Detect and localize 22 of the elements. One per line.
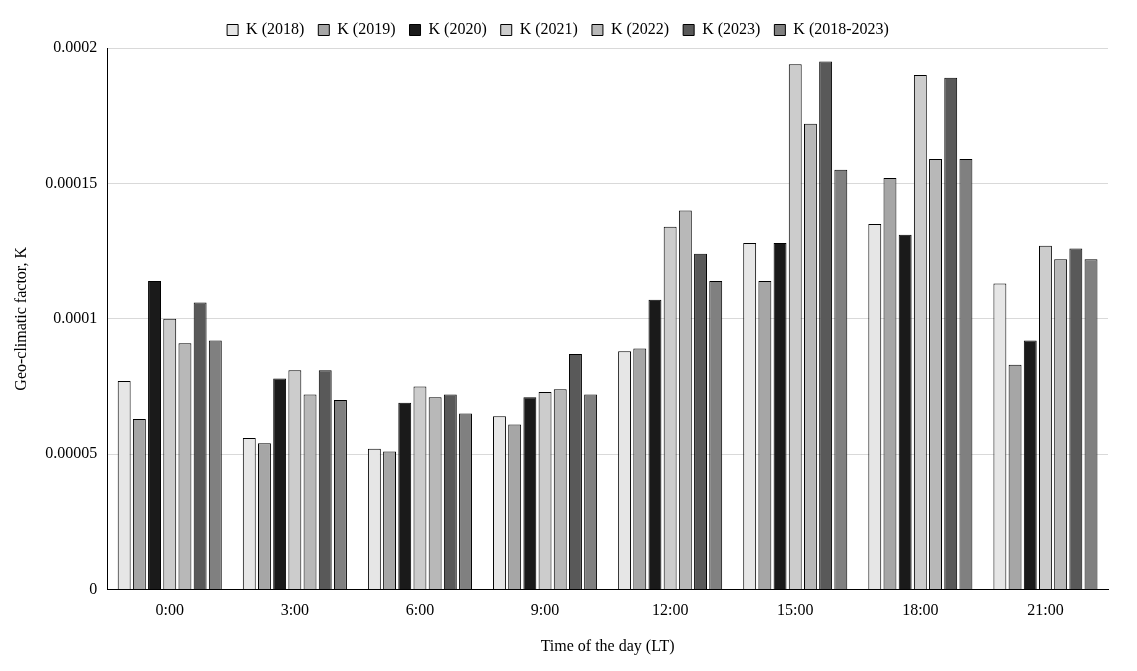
y-tick-label: 0 [89,579,98,597]
x-tick-label: 15:00 [777,601,814,619]
legend-label: K (2021) [519,20,578,39]
legend-label: K (2018-2023) [793,20,889,39]
x-tick-label: 21:00 [1027,601,1064,619]
x-tick-label: 18:00 [902,601,939,619]
y-axis-title: Geo-climatic factor, K [11,246,29,391]
y-tick-label: 0.00015 [45,173,98,191]
x-tick-label: 3:00 [280,601,310,619]
y-tick-label: 0.0002 [53,38,98,56]
legend-label: K (2018) [246,20,305,39]
y-tick-label: 0.0001 [53,309,98,326]
y-tick-label: 0.00005 [45,444,98,462]
x-tick-label: 6:00 [405,601,435,619]
legend-label: K (2019) [337,20,396,39]
x-tick-label: 12:00 [651,601,689,619]
legend-label: K (2020) [428,20,487,39]
x-axis-title: Time of the day (LT) [540,636,675,655]
legend-label: K (2023) [702,20,761,39]
x-tick-label: 9:00 [530,601,560,619]
x-tick-label: 0:00 [155,601,184,619]
legend-label: K (2022) [610,20,670,39]
